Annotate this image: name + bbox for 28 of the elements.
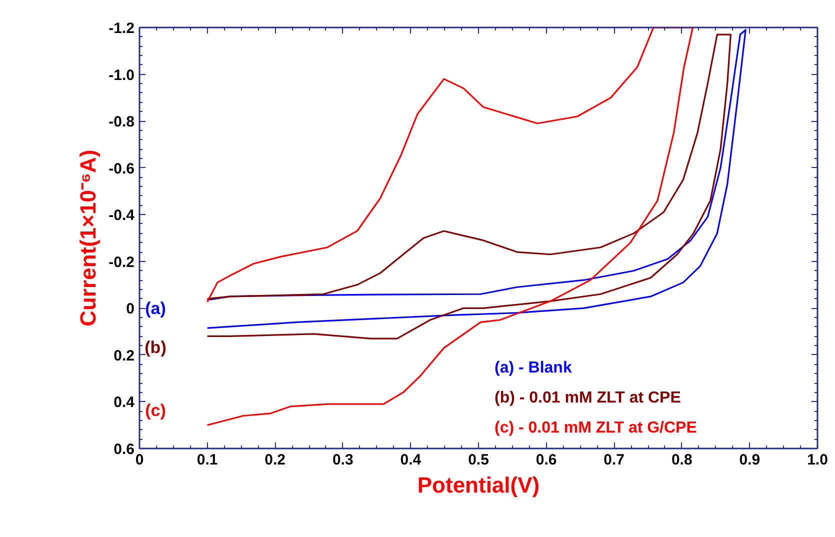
y-tick-label: 0 <box>126 300 134 318</box>
x-tick-label: 0.3 <box>332 452 354 468</box>
text: (c) - 0.01 mM ZLT at G/CPE <box>494 420 698 436</box>
y-tick-label: -1.2 <box>108 20 135 37</box>
y-tick-label: -0.4 <box>108 207 136 224</box>
x-tick-label: 0.4 <box>400 452 422 468</box>
annotation: (c) <box>145 401 166 420</box>
y-tick-label: -0.6 <box>108 160 135 178</box>
y-tick-label: 0.2 <box>114 347 135 364</box>
y-tick-label: 0.6 <box>114 441 135 458</box>
y-tick-label: -0.2 <box>108 254 135 271</box>
x-tick-label: 0.1 <box>196 452 218 468</box>
x-tick-label: 0.6 <box>536 452 557 468</box>
x-tick-label: 0.7 <box>604 452 625 468</box>
x-tick-label: 0.9 <box>739 452 760 468</box>
y-tick-label: 0.4 <box>114 394 136 412</box>
x-tick-label: 1.0 <box>807 452 828 468</box>
x-tick-label: 0.8 <box>671 452 692 468</box>
y-axis-title: Current(1×10⁻⁶A) <box>76 150 101 326</box>
x-tick-label: 0.5 <box>468 452 489 468</box>
annotation: (a) <box>145 299 166 318</box>
x-axis-title: Potential(V) <box>417 472 540 498</box>
y-tick-label: -0.8 <box>108 114 135 131</box>
text: (a) - Blank <box>494 360 572 376</box>
text: (b) - 0.01 mM ZLT at CPE <box>494 390 682 406</box>
y-tick-label: -1.0 <box>108 66 135 84</box>
x-tick-label: 0.2 <box>264 452 286 468</box>
annotation: (b) <box>144 338 166 357</box>
